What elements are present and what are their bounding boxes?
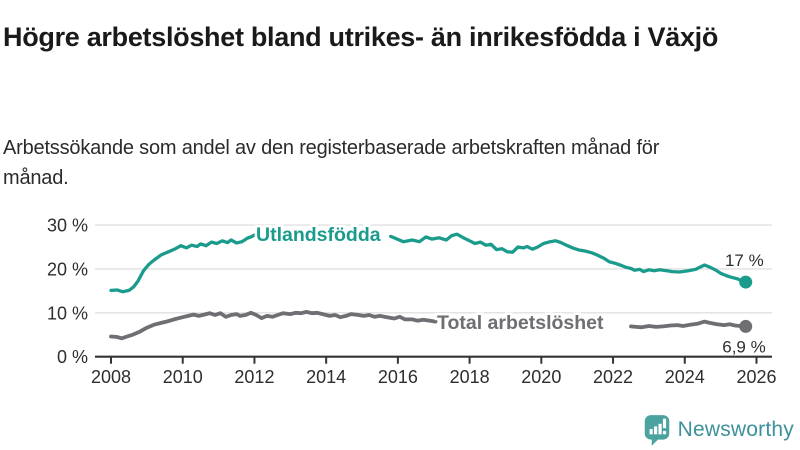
x-axis-tick-label: 2008 (91, 367, 131, 387)
y-axis-tick-label: 20 % (47, 259, 88, 279)
x-axis-tick-label: 2014 (306, 367, 346, 387)
y-axis-tick-label: 10 % (47, 303, 88, 323)
series-line-total (109, 310, 748, 341)
series-label: Utlandsfödda (256, 224, 381, 246)
y-axis-tick-label: 30 % (47, 216, 88, 236)
chart-subtitle: Arbetssökande som andel av den registerb… (3, 137, 660, 189)
x-axis-tick-label: 2024 (665, 367, 705, 387)
x-axis-tick-label: 2022 (593, 367, 633, 387)
brand-attribution: Newsworthy (643, 413, 794, 446)
series-line-utlandsfodda (109, 232, 748, 294)
series-end-dot (739, 275, 753, 289)
y-axis-tick-label: 0 % (57, 347, 88, 367)
x-axis-tick-label: 2012 (234, 367, 274, 387)
x-axis-tick-label: 2018 (450, 367, 490, 387)
x-axis-tick-label: 2026 (736, 367, 776, 387)
x-axis-tick-label: 2020 (521, 367, 561, 387)
series-label: Total arbetslöshet (437, 312, 604, 334)
bar-chart-speech-bubble-icon (644, 415, 669, 446)
x-axis-tick-label: 2010 (163, 367, 203, 387)
series-end-value-label: 17 % (725, 251, 764, 270)
x-axis-tick-label: 2016 (378, 367, 418, 387)
series-end-dot (739, 319, 753, 333)
chart-title: Högre arbetslöshet bland utrikes- än inr… (3, 22, 719, 53)
brand-name: Newsworthy (677, 417, 794, 441)
series-end-value-label: 6,9 % (722, 337, 765, 356)
